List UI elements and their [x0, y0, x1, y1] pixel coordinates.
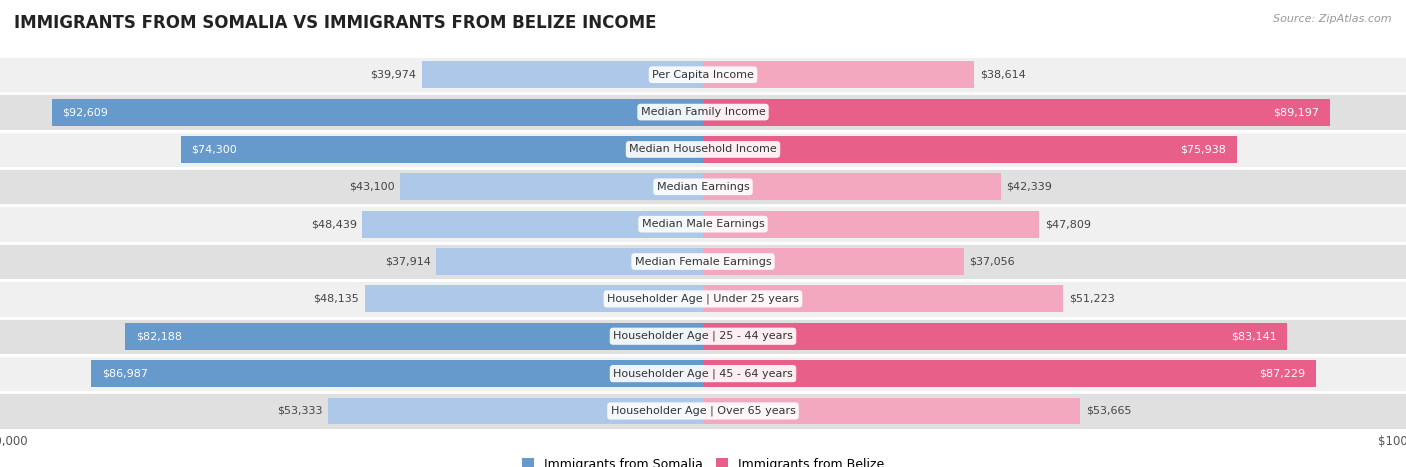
Text: Median Male Earnings: Median Male Earnings	[641, 219, 765, 229]
Text: $48,135: $48,135	[314, 294, 359, 304]
Text: Per Capita Income: Per Capita Income	[652, 70, 754, 80]
Legend: Immigrants from Somalia, Immigrants from Belize: Immigrants from Somalia, Immigrants from…	[516, 453, 890, 467]
Text: Median Female Earnings: Median Female Earnings	[634, 256, 772, 267]
Bar	[703, 99, 1330, 126]
Text: Median Household Income: Median Household Income	[628, 144, 778, 155]
Text: Householder Age | Under 25 years: Householder Age | Under 25 years	[607, 294, 799, 304]
Bar	[125, 323, 703, 350]
FancyBboxPatch shape	[0, 169, 1406, 205]
Bar	[703, 136, 1237, 163]
Bar	[703, 211, 1039, 238]
Bar	[703, 285, 1063, 312]
Bar	[703, 248, 963, 275]
FancyBboxPatch shape	[0, 393, 1406, 429]
Text: Median Family Income: Median Family Income	[641, 107, 765, 117]
Bar	[52, 99, 703, 126]
FancyBboxPatch shape	[0, 244, 1406, 279]
Text: $86,987: $86,987	[103, 368, 148, 379]
Bar	[328, 397, 703, 425]
Text: $37,914: $37,914	[385, 256, 430, 267]
FancyBboxPatch shape	[0, 206, 1406, 242]
Text: $51,223: $51,223	[1069, 294, 1115, 304]
Bar	[180, 136, 703, 163]
Bar	[703, 397, 1080, 425]
Bar	[422, 61, 703, 88]
Bar	[364, 285, 703, 312]
Text: $75,938: $75,938	[1181, 144, 1226, 155]
Text: $37,056: $37,056	[969, 256, 1015, 267]
Text: Householder Age | 25 - 44 years: Householder Age | 25 - 44 years	[613, 331, 793, 341]
Text: $47,809: $47,809	[1045, 219, 1091, 229]
Text: $53,333: $53,333	[277, 406, 322, 416]
Text: $82,188: $82,188	[136, 331, 181, 341]
Text: $42,339: $42,339	[1007, 182, 1052, 192]
Bar	[703, 323, 1288, 350]
Bar	[703, 173, 1001, 200]
Text: $43,100: $43,100	[349, 182, 394, 192]
Text: $87,229: $87,229	[1260, 368, 1306, 379]
Text: Householder Age | 45 - 64 years: Householder Age | 45 - 64 years	[613, 368, 793, 379]
Text: $38,614: $38,614	[980, 70, 1026, 80]
Text: $48,439: $48,439	[311, 219, 357, 229]
Text: Householder Age | Over 65 years: Householder Age | Over 65 years	[610, 406, 796, 416]
Text: $74,300: $74,300	[191, 144, 238, 155]
FancyBboxPatch shape	[0, 57, 1406, 92]
FancyBboxPatch shape	[0, 356, 1406, 391]
FancyBboxPatch shape	[0, 281, 1406, 317]
Bar	[703, 360, 1316, 387]
Bar	[363, 211, 703, 238]
Text: Source: ZipAtlas.com: Source: ZipAtlas.com	[1274, 14, 1392, 24]
Text: $92,609: $92,609	[62, 107, 108, 117]
FancyBboxPatch shape	[0, 318, 1406, 354]
FancyBboxPatch shape	[0, 94, 1406, 130]
Text: $39,974: $39,974	[370, 70, 416, 80]
Bar	[91, 360, 703, 387]
Bar	[703, 61, 974, 88]
Text: $53,665: $53,665	[1085, 406, 1132, 416]
Text: Median Earnings: Median Earnings	[657, 182, 749, 192]
Text: IMMIGRANTS FROM SOMALIA VS IMMIGRANTS FROM BELIZE INCOME: IMMIGRANTS FROM SOMALIA VS IMMIGRANTS FR…	[14, 14, 657, 32]
Bar	[436, 248, 703, 275]
Text: $83,141: $83,141	[1232, 331, 1277, 341]
Text: $89,197: $89,197	[1274, 107, 1319, 117]
Bar	[399, 173, 703, 200]
FancyBboxPatch shape	[0, 132, 1406, 167]
